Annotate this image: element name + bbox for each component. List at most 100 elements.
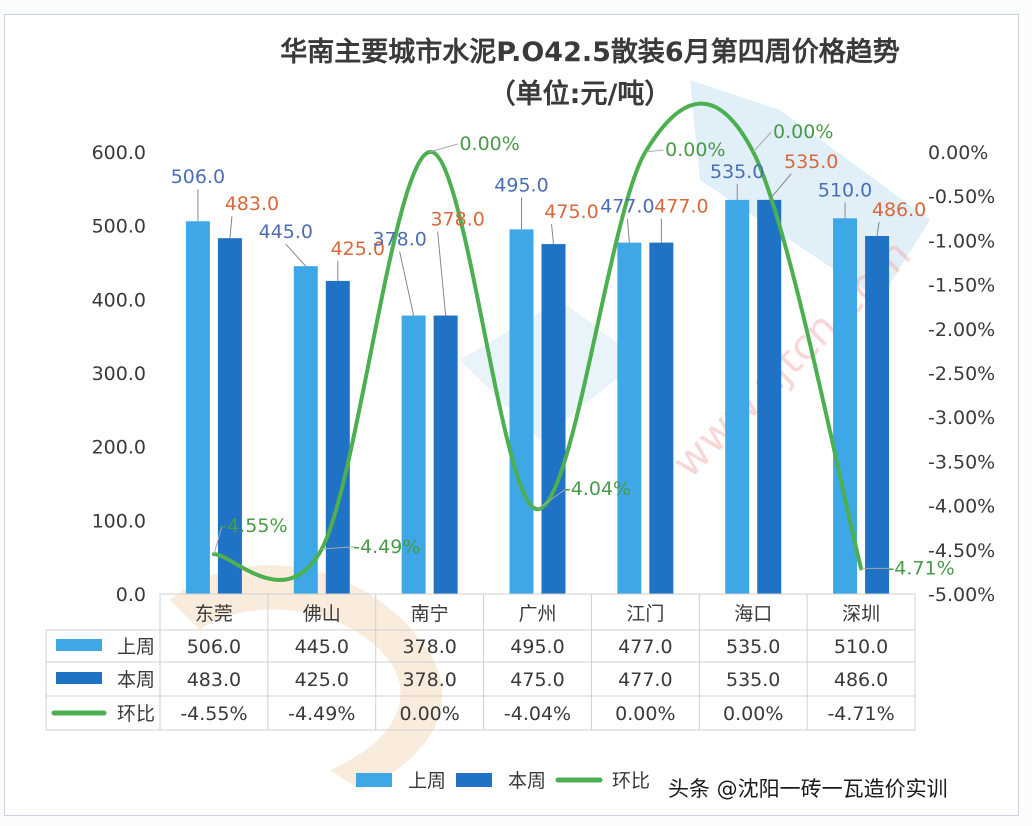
left-axis-tick: 0.0 — [116, 584, 146, 606]
bar-label-this-week: 535.0 — [784, 151, 838, 173]
line-label: -4.55% — [220, 515, 287, 537]
line-label: 0.00% — [773, 121, 833, 143]
label-leader-line — [399, 251, 415, 316]
table-row — [45, 629, 916, 663]
legend-label: 环比 — [612, 770, 650, 792]
left-axis-tick: 500.0 — [92, 216, 146, 238]
bar-label-this-week: 475.0 — [544, 201, 598, 223]
bar-this-week — [433, 315, 458, 594]
table-cell: 378.0 — [402, 636, 456, 658]
table-cell: 425.0 — [295, 669, 349, 691]
left-axis-tick: 600.0 — [92, 142, 146, 164]
left-axis-tick: 100.0 — [92, 510, 146, 532]
table-cell: 0.00% — [615, 703, 675, 725]
bar-this-week — [217, 238, 242, 594]
right-axis-tick: -3.50% — [928, 451, 995, 473]
label-leader-line — [551, 224, 554, 245]
label-leader-line — [321, 546, 355, 550]
bar-this-week — [541, 244, 566, 595]
bar-this-week — [649, 242, 674, 595]
bar-last-week — [725, 199, 750, 594]
legend-swatch — [356, 773, 392, 787]
legend: 上周 本周 环比 — [356, 770, 650, 792]
label-leader-line — [537, 488, 566, 510]
table-header-cell: 海口 — [734, 603, 772, 625]
line-label: -4.71% — [887, 557, 954, 579]
chart-subtitle: （单位:元/吨） — [488, 79, 672, 110]
table-cell: 495.0 — [510, 636, 564, 658]
bar-series — [185, 199, 890, 595]
right-axis-tick: -1.50% — [928, 275, 995, 297]
table-cell: 0.00% — [723, 703, 783, 725]
label-leader-line — [213, 526, 223, 555]
table-row — [45, 695, 916, 731]
right-axis-tick: 0.00% — [928, 142, 988, 164]
bar-label-this-week: 483.0 — [225, 193, 279, 215]
table-cell: 378.0 — [402, 669, 456, 691]
data-labels: 506.0483.0445.0425.0378.0378.0495.0475.0… — [171, 121, 955, 579]
table-cell: -4.04% — [504, 703, 571, 725]
left-axis-tick: 300.0 — [92, 363, 146, 385]
table-row-label: 上周 — [117, 636, 155, 658]
table-header-cell: 广州 — [518, 603, 556, 625]
table-cell: 535.0 — [726, 669, 780, 691]
bar-label-last-week: 477.0 — [600, 196, 654, 218]
bar-label-last-week: 445.0 — [259, 221, 313, 243]
line-label: 0.00% — [665, 139, 725, 161]
bar-this-week — [865, 235, 890, 595]
label-leader-line — [437, 231, 447, 316]
table-cell: -4.49% — [288, 703, 355, 725]
table-cell: 445.0 — [295, 636, 349, 658]
bar-label-this-week: 486.0 — [872, 199, 926, 221]
table-cell: 477.0 — [618, 669, 672, 691]
bar-last-week — [509, 229, 534, 594]
table-cell: -4.55% — [180, 703, 247, 725]
table-header-cell: 南宁 — [411, 603, 449, 625]
table-cell: 510.0 — [834, 636, 888, 658]
bar-label-last-week: 495.0 — [494, 174, 548, 196]
bar-label-last-week: 506.0 — [171, 166, 225, 188]
bar-label-last-week: 535.0 — [710, 161, 764, 183]
line-label: -4.04% — [564, 478, 631, 500]
table-cell: 535.0 — [726, 636, 780, 658]
bar-this-week — [757, 199, 782, 594]
legend-label: 上周 — [408, 770, 446, 792]
label-leader-line — [768, 173, 792, 201]
bar-label-last-week: 378.0 — [372, 229, 426, 251]
table-cell: 506.0 — [187, 636, 241, 658]
table-header-cell: 佛山 — [303, 603, 341, 625]
bar-last-week — [617, 242, 642, 595]
right-axis-tick: -2.50% — [928, 363, 995, 385]
table-cell: -4.71% — [827, 703, 894, 725]
table-cell: 475.0 — [510, 669, 564, 691]
table-row — [45, 661, 916, 697]
label-leader-line — [645, 149, 664, 153]
label-leader-line — [429, 143, 458, 153]
bar-label-last-week: 510.0 — [818, 179, 872, 201]
credit-text: 头条 @沈阳一砖一瓦造价实训 — [668, 777, 948, 801]
right-axis-tick: -0.50% — [928, 186, 995, 208]
label-leader-line — [626, 218, 630, 243]
right-axis-tick: -2.00% — [928, 319, 995, 341]
line-label: 0.00% — [459, 133, 519, 155]
table-cell: 483.0 — [187, 669, 241, 691]
label-leader-line — [876, 221, 880, 237]
bar-label-this-week: 477.0 — [654, 196, 708, 218]
table-header-cell: 江门 — [626, 603, 664, 625]
bar-last-week — [185, 221, 210, 594]
table-row-label: 本周 — [117, 669, 155, 691]
right-axis-tick: -4.50% — [928, 540, 995, 562]
bar-last-week — [401, 315, 426, 594]
table-header-cell: 东莞 — [195, 603, 233, 625]
label-leader-line — [752, 131, 772, 153]
bar-label-this-week: 425.0 — [331, 238, 385, 260]
chart-title: 华南主要城市水泥P.O42.5散装6月第四周价格趋势 — [280, 37, 900, 68]
left-axis-tick: 200.0 — [92, 437, 146, 459]
legend-label: 本周 — [508, 770, 546, 792]
right-axis-tick: -5.00% — [928, 584, 995, 606]
table-legend-swatch — [56, 639, 102, 651]
bar-this-week — [325, 280, 350, 594]
right-axis-tick: -4.00% — [928, 496, 995, 518]
